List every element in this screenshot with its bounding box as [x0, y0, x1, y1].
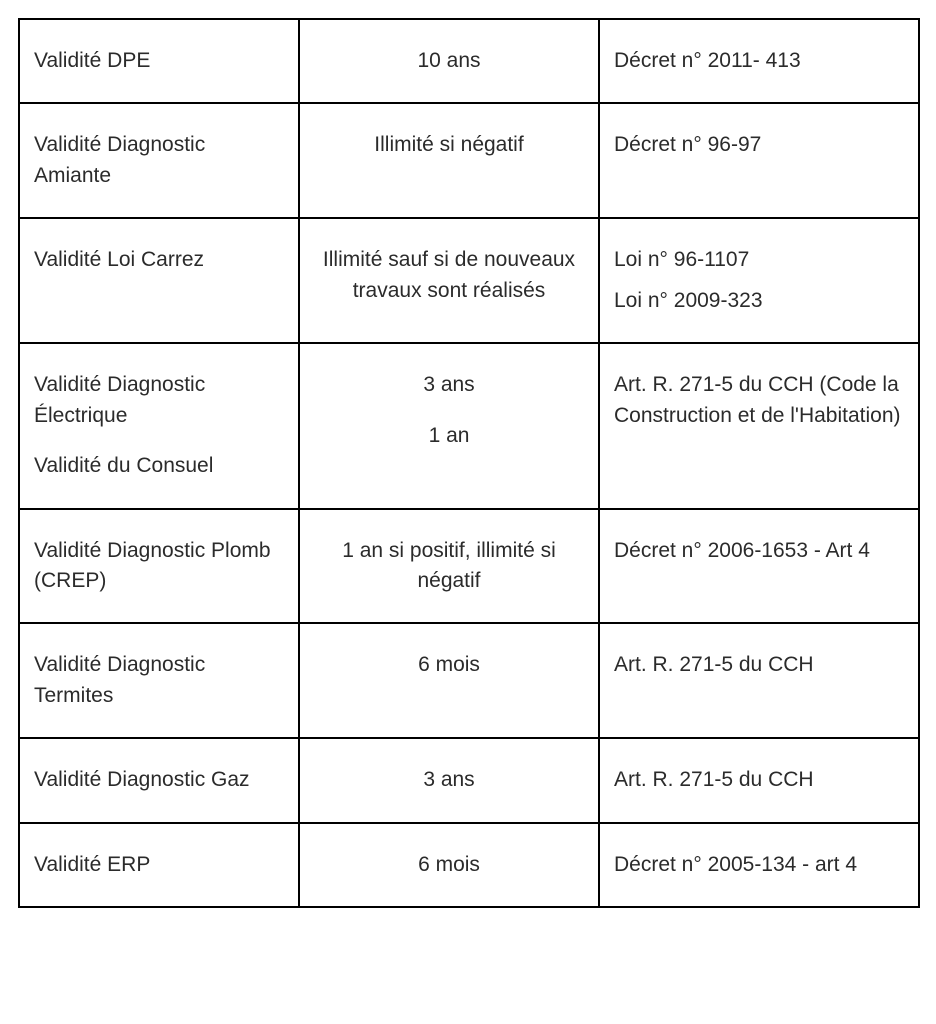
cell-validity: 10 ans	[299, 19, 599, 103]
table-row: Validité Diagnostic Plomb (CREP) 1 an si…	[19, 509, 919, 624]
validity-table: Validité DPE 10 ans Décret n° 2011- 413 …	[18, 18, 920, 908]
cell-validity: 6 mois	[299, 823, 599, 907]
cell-validity: 3 ans 1 an	[299, 343, 599, 508]
cell-reference: Loi n° 96-1107 Loi n° 2009-323	[599, 218, 919, 343]
cell-validity: 6 mois	[299, 623, 599, 738]
cell-reference: Art. R. 271-5 du CCH (Code la Constructi…	[599, 343, 919, 508]
cell-validity: 3 ans	[299, 738, 599, 822]
table-row: Validité Diagnostic Gaz 3 ans Art. R. 27…	[19, 738, 919, 822]
reference-line: Loi n° 2009-323	[614, 286, 904, 316]
cell-name: Validité Diagnostic Amiante	[19, 103, 299, 218]
cell-validity: Illimité si négatif	[299, 103, 599, 218]
table-row: Validité Diagnostic Électrique Validité …	[19, 343, 919, 508]
cell-name: Validité Diagnostic Électrique Validité …	[19, 343, 299, 508]
table-row: Validité Diagnostic Termites 6 mois Art.…	[19, 623, 919, 738]
cell-reference: Art. R. 271-5 du CCH	[599, 738, 919, 822]
table-row: Validité Diagnostic Amiante Illimité si …	[19, 103, 919, 218]
reference-line: Loi n° 96-1107	[614, 245, 904, 275]
cell-reference: Décret n° 96-97	[599, 103, 919, 218]
cell-validity: 1 an si positif, illimité si négatif	[299, 509, 599, 624]
table-row: Validité ERP 6 mois Décret n° 2005-134 -…	[19, 823, 919, 907]
validity-line: 3 ans	[314, 370, 584, 400]
cell-name: Validité DPE	[19, 19, 299, 103]
cell-name: Validité ERP	[19, 823, 299, 907]
table-row: Validité Loi Carrez Illimité sauf si de …	[19, 218, 919, 343]
table-body: Validité DPE 10 ans Décret n° 2011- 413 …	[19, 19, 919, 907]
cell-name: Validité Diagnostic Termites	[19, 623, 299, 738]
table-row: Validité DPE 10 ans Décret n° 2011- 413	[19, 19, 919, 103]
cell-reference: Décret n° 2011- 413	[599, 19, 919, 103]
cell-name: Validité Diagnostic Plomb (CREP)	[19, 509, 299, 624]
cell-name: Validité Diagnostic Gaz	[19, 738, 299, 822]
cell-reference: Décret n° 2005-134 - art 4	[599, 823, 919, 907]
cell-reference: Décret n° 2006-1653 - Art 4	[599, 509, 919, 624]
cell-validity: Illimité sauf si de nouveaux travaux son…	[299, 218, 599, 343]
cell-reference: Art. R. 271-5 du CCH	[599, 623, 919, 738]
name-line: Validité du Consuel	[34, 451, 284, 481]
name-line: Validité Diagnostic Électrique	[34, 370, 284, 431]
validity-line: 1 an	[314, 421, 584, 451]
cell-name: Validité Loi Carrez	[19, 218, 299, 343]
